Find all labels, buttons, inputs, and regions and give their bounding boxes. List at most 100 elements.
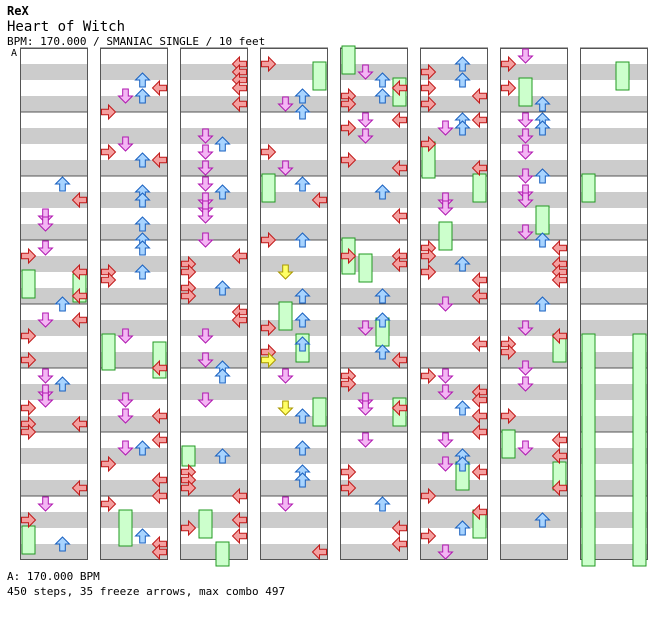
up-arrow	[294, 472, 311, 488]
measure-stripe	[420, 256, 488, 272]
freeze-arrow	[118, 509, 133, 547]
freeze-arrow	[215, 541, 230, 567]
right-arrow	[551, 239, 567, 257]
measure-stripe	[500, 96, 568, 112]
mine-note	[277, 264, 294, 280]
measure-stripe	[20, 160, 88, 176]
left-arrow	[421, 487, 437, 505]
measure-stripe	[180, 224, 248, 240]
freeze-arrow	[438, 221, 453, 251]
right-arrow	[471, 503, 487, 521]
down-arrow	[437, 456, 454, 472]
left-arrow	[421, 247, 437, 265]
left-arrow	[501, 407, 517, 425]
right-arrow	[551, 479, 567, 497]
column-frame	[500, 48, 568, 560]
left-arrow	[21, 511, 37, 529]
down-arrow	[437, 384, 454, 400]
right-arrow	[471, 463, 487, 481]
measure-stripe	[340, 160, 408, 176]
down-arrow	[197, 208, 214, 224]
left-arrow	[341, 151, 357, 169]
right-arrow	[471, 111, 487, 129]
left-arrow	[261, 143, 277, 161]
up-arrow	[454, 56, 471, 72]
measure-stripe	[20, 352, 88, 368]
measure-stripe	[260, 288, 328, 304]
down-arrow	[197, 160, 214, 176]
left-arrow	[181, 519, 197, 537]
down-arrow	[517, 128, 534, 144]
measure-stripe	[340, 288, 408, 304]
measure-stripe	[20, 224, 88, 240]
down-arrow	[197, 392, 214, 408]
measure-stripe	[100, 192, 168, 208]
down-arrow	[357, 64, 374, 80]
up-arrow	[454, 520, 471, 536]
measure-stripe	[180, 480, 248, 496]
column-frame	[180, 48, 248, 560]
right-arrow	[391, 535, 407, 553]
up-arrow	[214, 184, 231, 200]
right-arrow	[471, 407, 487, 425]
up-arrow	[54, 296, 71, 312]
measure-stripe	[580, 480, 648, 496]
measure-stripe	[20, 320, 88, 336]
measure-stripe	[20, 416, 88, 432]
measure-stripe	[180, 320, 248, 336]
up-arrow	[374, 88, 391, 104]
left-arrow	[101, 271, 117, 289]
measure-stripe	[20, 64, 88, 80]
measure-stripe	[420, 352, 488, 368]
right-arrow	[391, 255, 407, 273]
down-arrow	[37, 368, 54, 384]
left-arrow	[341, 463, 357, 481]
up-arrow	[214, 368, 231, 384]
down-arrow	[197, 200, 214, 216]
up-arrow	[454, 256, 471, 272]
measure-stripe	[420, 320, 488, 336]
measure-stripe	[180, 544, 248, 560]
freeze-arrow	[472, 173, 487, 203]
up-arrow	[534, 232, 551, 248]
measure-stripe	[180, 352, 248, 368]
up-arrow	[214, 448, 231, 464]
right-arrow	[231, 487, 247, 505]
up-arrow	[534, 96, 551, 112]
measure-stripe	[100, 480, 168, 496]
up-arrow	[134, 192, 151, 208]
measure-stripe	[180, 416, 248, 432]
measure-stripe	[260, 256, 328, 272]
right-arrow	[151, 151, 167, 169]
measure-stripe	[100, 96, 168, 112]
up-arrow	[294, 288, 311, 304]
left-arrow	[421, 63, 437, 81]
left-arrow	[501, 55, 517, 73]
left-arrow	[101, 103, 117, 121]
measure-stripe	[340, 224, 408, 240]
down-arrow	[37, 208, 54, 224]
freeze-arrow	[198, 509, 213, 539]
up-arrow	[54, 536, 71, 552]
measure-stripe	[500, 480, 568, 496]
down-arrow	[117, 392, 134, 408]
left-arrow	[21, 327, 37, 345]
measure-stripe	[340, 448, 408, 464]
measure-stripe	[580, 128, 648, 144]
measure-stripe	[420, 512, 488, 528]
left-arrow	[421, 367, 437, 385]
measure-stripe	[500, 384, 568, 400]
left-arrow	[421, 527, 437, 545]
up-arrow	[134, 152, 151, 168]
left-arrow	[501, 79, 517, 97]
measure-stripe	[500, 224, 568, 240]
right-arrow	[231, 311, 247, 329]
chart-stats: 450 steps, 35 freeze arrows, max combo 4…	[7, 585, 286, 598]
right-arrow	[151, 359, 167, 377]
down-arrow	[37, 312, 54, 328]
right-arrow	[471, 87, 487, 105]
up-arrow	[54, 176, 71, 192]
column-frame	[420, 48, 488, 560]
measure-stripe	[420, 416, 488, 432]
